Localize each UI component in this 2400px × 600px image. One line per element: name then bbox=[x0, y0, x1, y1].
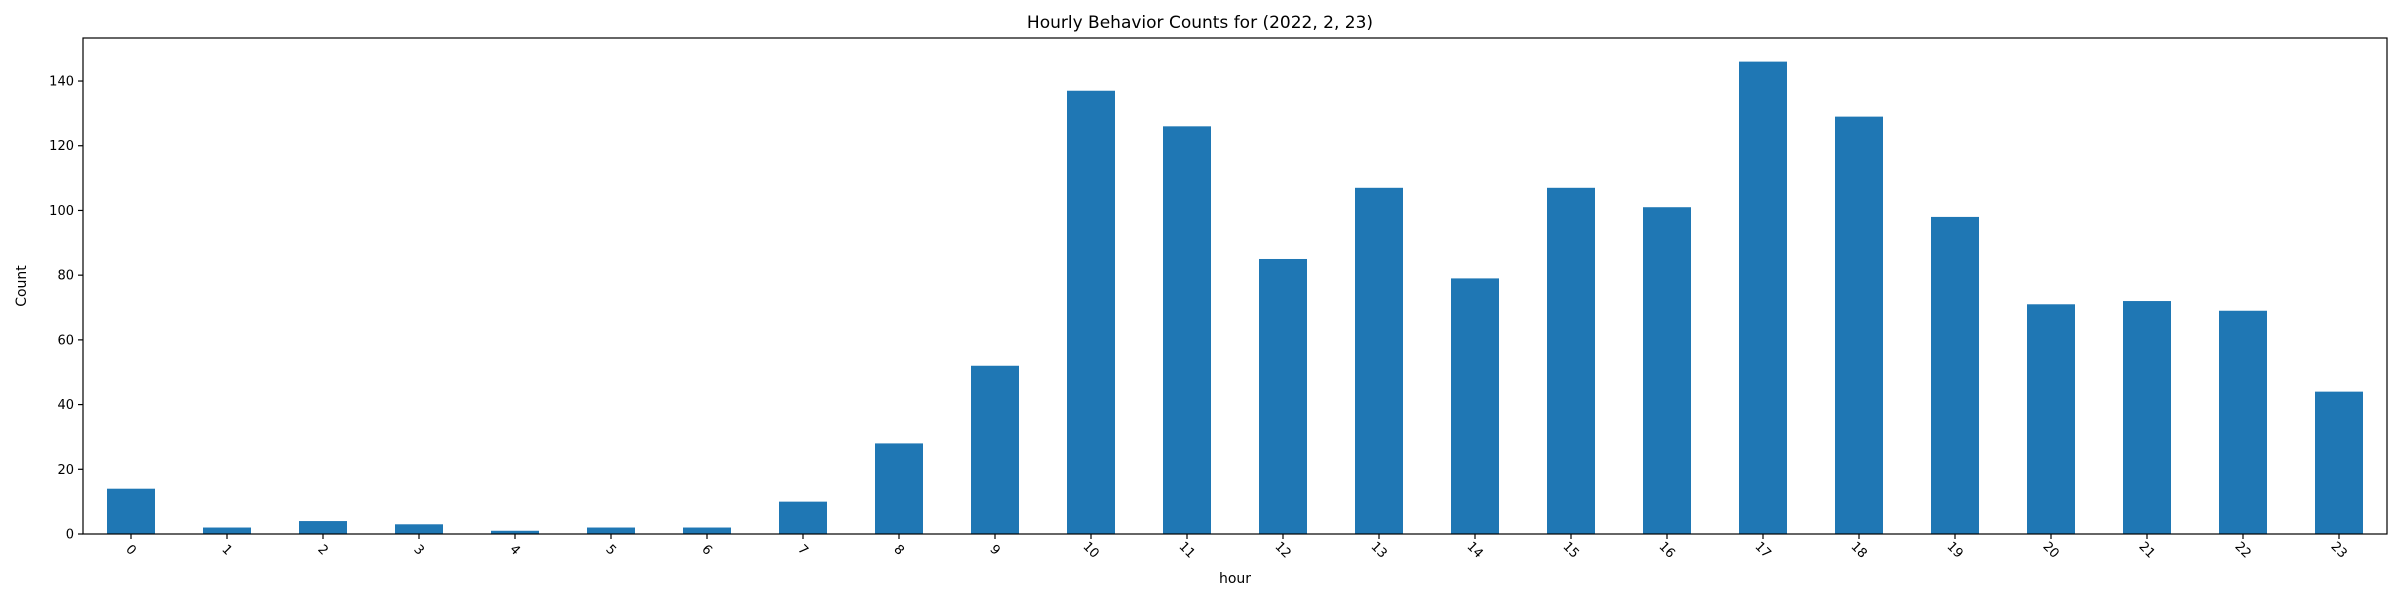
bar-hour-14 bbox=[1451, 278, 1499, 534]
x-tick-label: 11 bbox=[1175, 539, 1197, 561]
bar-hour-23 bbox=[2315, 391, 2363, 534]
x-tick-label: 9 bbox=[986, 542, 1002, 558]
bar-hour-17 bbox=[1739, 61, 1787, 534]
bar-hour-3 bbox=[395, 524, 443, 534]
bar-hour-5 bbox=[587, 527, 635, 534]
bar-hour-2 bbox=[299, 521, 347, 534]
bar-hour-4 bbox=[491, 530, 539, 534]
bar-hour-19 bbox=[1931, 216, 1979, 535]
bar-hour-7 bbox=[779, 501, 827, 534]
chart-title: Hourly Behavior Counts for (2022, 2, 23) bbox=[1027, 13, 1373, 33]
bars bbox=[107, 61, 2363, 535]
bar-hour-16 bbox=[1643, 207, 1691, 534]
x-tick-label: 17 bbox=[1751, 539, 1773, 561]
x-tick-label: 22 bbox=[2231, 539, 2253, 561]
x-tick-label: 13 bbox=[1367, 539, 1389, 561]
bar-hour-11 bbox=[1163, 126, 1211, 534]
bar-hour-1 bbox=[203, 527, 251, 534]
y-tick-label: 60 bbox=[57, 333, 74, 348]
y-tick-label: 140 bbox=[49, 75, 74, 90]
bar-hour-22 bbox=[2219, 310, 2267, 534]
x-tick-label: 21 bbox=[2135, 539, 2157, 561]
y-axis-label: Count bbox=[14, 265, 30, 307]
x-axis: 0 1 2 3 4 5 6 7 8 9 10 11 12 13 14 15 16 17 18 19 20 21 22 23 bbox=[122, 534, 2350, 562]
y-tick-label: 80 bbox=[57, 269, 74, 284]
bar-hour-8 bbox=[875, 443, 923, 534]
bar-hour-9 bbox=[971, 365, 1019, 534]
x-tick-label: 12 bbox=[1271, 539, 1293, 561]
bar-hour-0 bbox=[107, 488, 155, 534]
x-tick-label: 3 bbox=[410, 542, 426, 558]
x-tick-label: 10 bbox=[1079, 539, 1101, 561]
x-axis-label: hour bbox=[1219, 571, 1251, 587]
x-tick-label: 0 bbox=[122, 542, 138, 558]
x-tick-label: 8 bbox=[890, 542, 906, 558]
x-tick-label: 14 bbox=[1463, 539, 1485, 561]
x-tick-label: 16 bbox=[1655, 539, 1677, 561]
x-tick-label: 1 bbox=[218, 542, 234, 558]
bar-hour-12 bbox=[1259, 258, 1307, 534]
x-tick-label: 18 bbox=[1847, 539, 1869, 561]
x-tick-label: 19 bbox=[1943, 539, 1965, 561]
bar-hour-13 bbox=[1355, 187, 1403, 535]
y-tick-label: 120 bbox=[49, 139, 74, 154]
x-tick-label: 7 bbox=[794, 542, 810, 558]
bar-hour-18 bbox=[1835, 116, 1883, 534]
bar-hour-6 bbox=[683, 527, 731, 534]
axes-frame bbox=[82, 37, 2388, 535]
y-tick-label: 100 bbox=[49, 204, 74, 219]
y-tick-label: 20 bbox=[57, 463, 74, 478]
x-tick-label: 2 bbox=[314, 542, 330, 558]
x-tick-label: 5 bbox=[602, 542, 618, 558]
bar-hour-15 bbox=[1547, 187, 1595, 535]
bar-hour-20 bbox=[2027, 304, 2075, 534]
bar-hour-21 bbox=[2123, 301, 2171, 534]
x-tick-label: 15 bbox=[1559, 539, 1581, 561]
y-tick-label: 0 bbox=[66, 528, 74, 543]
bar-hour-10 bbox=[1067, 90, 1115, 535]
x-tick-label: 6 bbox=[698, 542, 714, 558]
x-tick-label: 20 bbox=[2039, 539, 2061, 561]
x-tick-label: 23 bbox=[2327, 539, 2349, 561]
x-tick-label: 4 bbox=[506, 542, 522, 558]
y-axis: 0 20 40 60 80 100 120 140 bbox=[49, 75, 83, 543]
y-tick-label: 40 bbox=[57, 398, 74, 413]
